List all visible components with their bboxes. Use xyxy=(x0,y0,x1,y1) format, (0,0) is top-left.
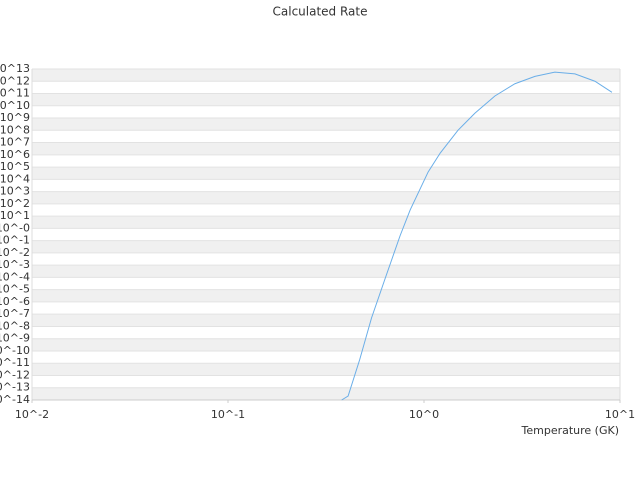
x-axis-label: Temperature (GK) xyxy=(521,424,620,437)
y-tick-label: 10^-0 xyxy=(0,221,30,234)
y-tick-label: 10^-14 xyxy=(0,393,30,406)
y-tick-label: 10^1 xyxy=(0,209,30,222)
grid-band xyxy=(32,240,620,253)
y-tick-label: 10^-10 xyxy=(0,344,30,357)
grid-band xyxy=(32,191,620,204)
y-tick-label: 10^-4 xyxy=(0,270,30,283)
y-tick-label: 10^4 xyxy=(0,172,30,185)
x-tick-label: 10^1 xyxy=(605,408,635,421)
y-tick-label: 10^11 xyxy=(0,87,30,100)
y-tick-label: 10^10 xyxy=(0,99,30,112)
y-tick-label: 10^2 xyxy=(0,197,30,210)
y-tick-label: 10^9 xyxy=(0,111,30,124)
y-tick-label: 10^5 xyxy=(0,160,30,173)
grid-band xyxy=(32,314,620,327)
y-tick-label: 10^-2 xyxy=(0,246,30,259)
grid-band xyxy=(32,216,620,229)
y-tick-label: 10^6 xyxy=(0,148,30,161)
y-tick-label: 10^-11 xyxy=(0,356,30,369)
y-tick-label: 10^-7 xyxy=(0,307,30,320)
y-tick-label: 10^-12 xyxy=(0,368,30,381)
y-tick-label: 10^-6 xyxy=(0,295,30,308)
data-line xyxy=(341,71,613,401)
y-tick-label: 10^-8 xyxy=(0,319,30,332)
y-tick-label: 10^13 xyxy=(0,62,30,75)
y-tick-label: 10^-13 xyxy=(0,381,30,394)
y-tick-label: 10^-3 xyxy=(0,258,30,271)
grid-band xyxy=(32,289,620,302)
grid-band xyxy=(32,363,620,376)
grid-band xyxy=(32,167,620,180)
grid-band xyxy=(32,338,620,351)
y-tick-label: 10^12 xyxy=(0,74,30,87)
grid-band xyxy=(32,387,620,400)
x-tick-label: 10^-2 xyxy=(15,408,49,421)
chart-title: Calculated Rate xyxy=(273,5,368,19)
x-tick-label: 10^-1 xyxy=(211,408,245,421)
y-tick-label: 10^8 xyxy=(0,123,30,136)
grid-band xyxy=(32,118,620,131)
y-tick-label: 10^-1 xyxy=(0,234,30,247)
y-tick-label: 10^-9 xyxy=(0,332,30,345)
grid-band xyxy=(32,265,620,278)
grid-band xyxy=(32,69,620,82)
y-tick-label: 10^7 xyxy=(0,136,30,149)
y-tick-label: 10^-5 xyxy=(0,283,30,296)
grid-band xyxy=(32,142,620,155)
grid-band xyxy=(32,93,620,106)
y-tick-label: 10^3 xyxy=(0,185,30,198)
x-tick-label: 10^0 xyxy=(409,408,439,421)
